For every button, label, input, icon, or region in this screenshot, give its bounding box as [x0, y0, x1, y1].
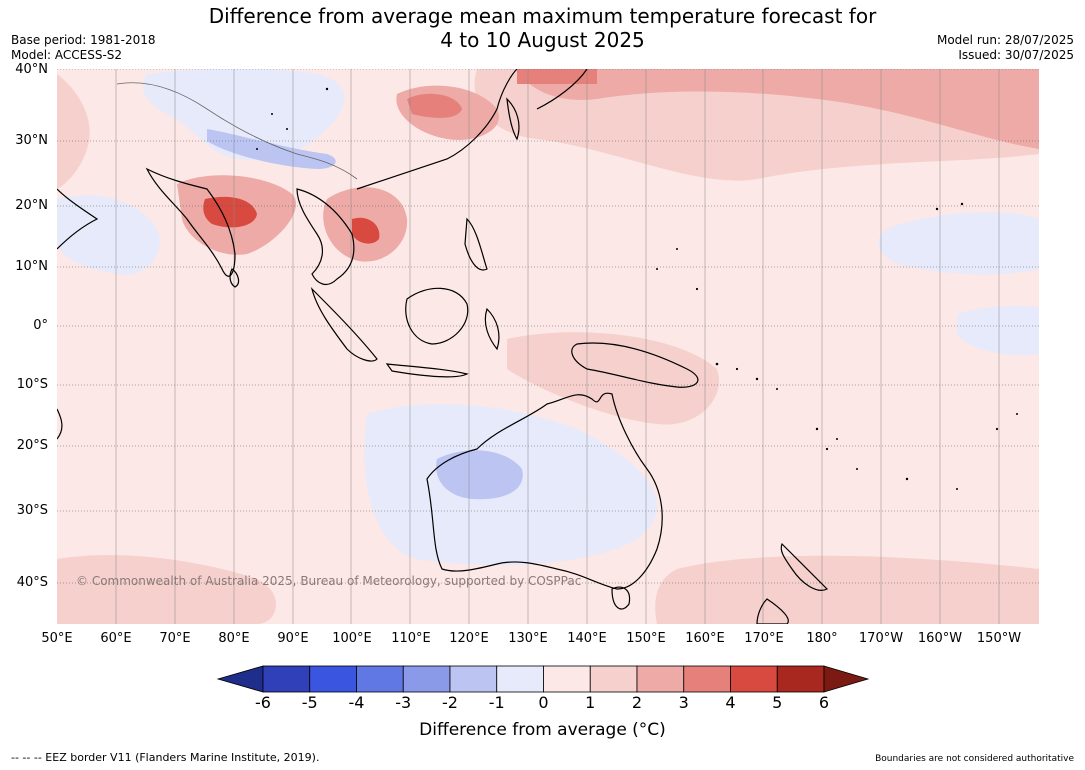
- anomaly-tibet-cool: [143, 69, 345, 160]
- colorbar-tick-label: 3: [678, 693, 689, 712]
- anomaly-indochina-hot: [352, 217, 380, 244]
- title-line-2: 4 to 10 August 2025: [440, 28, 645, 52]
- colorbar-tick-label: 0: [538, 693, 549, 712]
- colorbar-swatch: [730, 665, 778, 693]
- eez-legend: -- -- -- EEZ border V11 (Flanders Marine…: [11, 751, 320, 764]
- lon-label-120e: 120°E: [449, 631, 489, 646]
- model-name: Model: ACCESS-S2: [11, 48, 123, 62]
- meta-right: Model run: 28/07/2025 Issued: 30/07/2025: [937, 33, 1074, 63]
- lon-label-130e: 130°E: [508, 631, 548, 646]
- lat-label-40n: 40°N: [15, 62, 48, 77]
- anomaly-coral-warm: [507, 332, 719, 425]
- lon-label-150e: 150°E: [626, 631, 666, 646]
- colorbar-swatch: [402, 665, 451, 693]
- colorbar-tick-label: -3: [395, 693, 412, 712]
- lon-label-140e: 140°E: [567, 631, 607, 646]
- colorbar-swatch: [683, 665, 731, 693]
- boundaries-disclaimer: Boundaries are not considered authoritat…: [875, 754, 1074, 764]
- meta-left: Base period: 1981-2018 Model: ACCESS-S2: [11, 33, 156, 63]
- copyright-notice: © Commonwealth of Australia 2025, Bureau…: [76, 574, 582, 588]
- anomaly-sw-warm: [57, 555, 276, 624]
- lat-label-20n: 20°N: [15, 198, 48, 213]
- anomaly-arabian-cool: [57, 195, 160, 275]
- lat-label-30n: 30°N: [15, 133, 48, 148]
- lon-label-100e: 100°E: [332, 631, 372, 646]
- lat-label-0: 0°: [33, 318, 48, 333]
- lon-label-90e: 90°E: [277, 631, 309, 646]
- lat-label-20s: 20°S: [16, 438, 48, 453]
- colorbar-extend-low: [216, 665, 264, 693]
- anomaly-india-hot: [203, 196, 257, 228]
- colorbar-swatch: [589, 665, 638, 693]
- lon-label-160e: 160°E: [685, 631, 725, 646]
- lon-label-70e: 70°E: [159, 631, 191, 646]
- lon-label-150w: 150°W: [976, 631, 1022, 646]
- lon-label-170w: 170°W: [858, 631, 904, 646]
- colorbar-tick-label: 1: [585, 693, 596, 712]
- map-canvas: [57, 69, 1039, 624]
- anomaly-tibet-cooler: [207, 129, 336, 169]
- title-line-1: Difference from average mean maximum tem…: [208, 4, 877, 28]
- colorbar-swatch: [309, 665, 357, 693]
- anomaly-west-warm: [57, 74, 90, 189]
- colorbar-tick-label: -2: [442, 693, 458, 712]
- colorbar-swatches: [216, 665, 870, 693]
- colorbar-swatch: [636, 665, 685, 693]
- lon-label-50e: 50°E: [41, 631, 73, 646]
- lat-label-10n: 10°N: [15, 259, 48, 274]
- colorbar-tick-label: 2: [631, 693, 643, 712]
- colorbar-tick-label: -4: [348, 693, 365, 712]
- colorbar-tick-label: -5: [301, 693, 318, 712]
- lon-label-60e: 60°E: [100, 631, 132, 646]
- colorbar-swatch: [262, 665, 311, 693]
- colorbar-swatch: [543, 665, 591, 693]
- colorbar-extend-high: [823, 665, 870, 693]
- anomaly-australia-cooler: [436, 450, 523, 500]
- model-run: Model run: 28/07/2025: [936, 33, 1074, 47]
- lon-label-170e: 170°E: [744, 631, 784, 646]
- colorbar-tick-label: -1: [488, 693, 505, 712]
- colorbar-swatch: [496, 665, 544, 693]
- coastlines: [57, 69, 829, 624]
- meridian-lines: [115, 69, 1000, 624]
- anomaly-pacific-cool-2: [957, 305, 1039, 356]
- colorbar-swatch: [356, 665, 404, 693]
- lon-label-110e: 110°E: [391, 631, 431, 646]
- lon-label-80e: 80°E: [218, 631, 250, 646]
- lat-label-40s: 40°S: [16, 575, 48, 590]
- colorbar-tick-label: 5: [772, 693, 783, 712]
- anomaly-china-warmer: [407, 93, 462, 118]
- lon-label-180: 180°: [806, 631, 838, 646]
- colorbar-swatch: [449, 665, 498, 693]
- base-period: Base period: 1981-2018: [11, 33, 156, 47]
- lat-label-10s: 10°S: [16, 377, 48, 392]
- colorbar-tick-label: 6: [818, 693, 830, 712]
- pacific-islands: [256, 87, 1018, 490]
- colorbar-swatch: [776, 665, 825, 693]
- colorbar-tick-label: 4: [725, 693, 736, 712]
- lat-label-30s: 30°S: [16, 503, 48, 518]
- issued-date: Issued: 30/07/2025: [958, 48, 1074, 62]
- lon-label-160w: 160°W: [917, 631, 963, 646]
- colorbar-label: Difference from average (°C): [419, 720, 666, 740]
- map-title: Difference from average mean maximum tem…: [0, 4, 1085, 52]
- colorbar-tick-label: -6: [255, 693, 271, 712]
- anomaly-north-warmer: [517, 69, 1039, 149]
- anomaly-se-warm: [655, 555, 1039, 624]
